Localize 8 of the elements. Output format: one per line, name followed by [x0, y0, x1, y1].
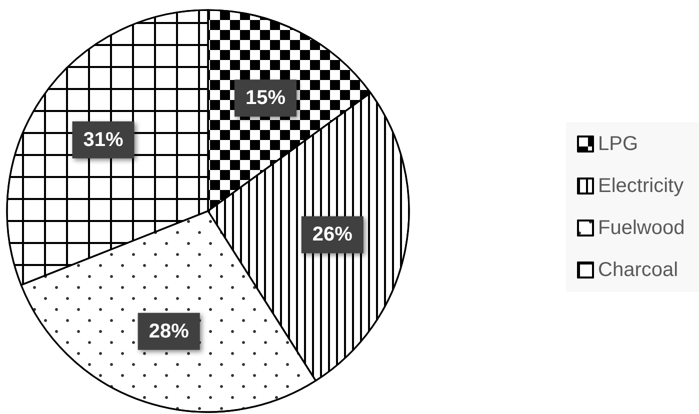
legend-label: Fuelwood [598, 217, 685, 239]
legend-label: LPG [598, 133, 638, 155]
legend-label: Electricity [598, 175, 684, 197]
data-label: 31% [83, 128, 124, 151]
data-label: 28% [148, 320, 190, 342]
data-label: 15% [245, 87, 286, 110]
legend-label: Charcoal [598, 259, 678, 281]
data-label: 26% [312, 224, 353, 246]
